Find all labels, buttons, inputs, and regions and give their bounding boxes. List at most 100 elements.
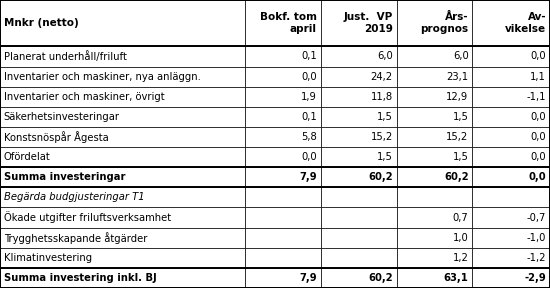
Text: Begärda budgjusteringar T1: Begärda budgjusteringar T1 [4, 192, 145, 202]
Text: -1,2: -1,2 [527, 253, 546, 263]
Bar [397, 268, 472, 288]
Text: 0,1: 0,1 [301, 112, 317, 122]
Text: 0,0: 0,0 [301, 152, 317, 162]
Text: 1,2: 1,2 [453, 253, 469, 263]
Bar [397, 67, 472, 87]
Bar [397, 187, 472, 207]
Bar [397, 107, 472, 127]
Text: Summa investeringar: Summa investeringar [4, 172, 125, 182]
Text: Års-
prognos: Års- prognos [420, 12, 469, 34]
Bar [321, 107, 397, 127]
Text: -1,1: -1,1 [527, 92, 546, 102]
Text: 0,0: 0,0 [531, 52, 546, 62]
Text: 1,5: 1,5 [453, 112, 469, 122]
Bar [245, 0, 321, 46]
Bar [472, 107, 550, 127]
Text: 15,2: 15,2 [371, 132, 393, 142]
Text: -1,0: -1,0 [527, 233, 546, 243]
Text: 1,5: 1,5 [377, 112, 393, 122]
Bar [245, 127, 321, 147]
Bar [245, 107, 321, 127]
Bar [397, 127, 472, 147]
Bar [397, 228, 472, 248]
Bar [321, 167, 397, 187]
Bar [0, 167, 245, 187]
Text: 0,7: 0,7 [453, 213, 469, 223]
Text: 60,2: 60,2 [368, 273, 393, 283]
Bar [321, 207, 397, 228]
Bar [245, 228, 321, 248]
Text: 24,2: 24,2 [371, 72, 393, 82]
Text: Planerat underhåll/friluft: Planerat underhåll/friluft [4, 51, 126, 62]
Bar [321, 187, 397, 207]
Bar [321, 46, 397, 67]
Bar [472, 127, 550, 147]
Text: Av-
vikelse: Av- vikelse [505, 12, 546, 34]
Bar [321, 248, 397, 268]
Bar [245, 147, 321, 167]
Text: Summa investering inkl. BJ: Summa investering inkl. BJ [4, 273, 157, 283]
Bar [245, 67, 321, 87]
Bar [472, 268, 550, 288]
Text: 60,2: 60,2 [444, 172, 469, 182]
Bar [472, 167, 550, 187]
Text: Inventarier och maskiner, nya anläggn.: Inventarier och maskiner, nya anläggn. [4, 72, 201, 82]
Bar [472, 187, 550, 207]
Bar [397, 46, 472, 67]
Text: 0,0: 0,0 [531, 132, 546, 142]
Text: 6,0: 6,0 [377, 52, 393, 62]
Bar [472, 67, 550, 87]
Bar [397, 0, 472, 46]
Bar [472, 248, 550, 268]
Text: 0,0: 0,0 [529, 172, 546, 182]
Bar [397, 207, 472, 228]
Bar [321, 228, 397, 248]
Bar [0, 147, 245, 167]
Text: Ökade utgifter friluftsverksamhet: Ökade utgifter friluftsverksamhet [4, 212, 171, 223]
Text: 0,1: 0,1 [301, 52, 317, 62]
Text: 60,2: 60,2 [368, 172, 393, 182]
Bar [0, 46, 245, 67]
Text: Klimatinvestering: Klimatinvestering [4, 253, 92, 263]
Bar [321, 87, 397, 107]
Bar [245, 248, 321, 268]
Text: 0,0: 0,0 [301, 72, 317, 82]
Text: -0,7: -0,7 [527, 213, 546, 223]
Text: Konstsnöspår Ågesta: Konstsnöspår Ågesta [4, 131, 108, 143]
Text: 63,1: 63,1 [444, 273, 469, 283]
Text: Inventarier och maskiner, övrigt: Inventarier och maskiner, övrigt [4, 92, 164, 102]
Bar [321, 67, 397, 87]
Bar [245, 207, 321, 228]
Bar [472, 228, 550, 248]
Text: 1,5: 1,5 [377, 152, 393, 162]
Bar [472, 0, 550, 46]
Bar [0, 207, 245, 228]
Bar [397, 87, 472, 107]
Bar [472, 207, 550, 228]
Bar [397, 167, 472, 187]
Text: 0,0: 0,0 [531, 152, 546, 162]
Bar [245, 167, 321, 187]
Text: 7,9: 7,9 [299, 172, 317, 182]
Text: 5,8: 5,8 [301, 132, 317, 142]
Bar [321, 0, 397, 46]
Bar [0, 228, 245, 248]
Text: Bokf. tom
april: Bokf. tom april [260, 12, 317, 34]
Bar [0, 87, 245, 107]
Bar [321, 268, 397, 288]
Bar [321, 127, 397, 147]
Text: 7,9: 7,9 [299, 273, 317, 283]
Text: 6,0: 6,0 [453, 52, 469, 62]
Bar [321, 147, 397, 167]
Bar [245, 87, 321, 107]
Text: Mnkr (netto): Mnkr (netto) [4, 18, 79, 28]
Text: 0,0: 0,0 [531, 112, 546, 122]
Text: 1,0: 1,0 [453, 233, 469, 243]
Bar [0, 0, 245, 46]
Text: Trygghetsskapande åtgärder: Trygghetsskapande åtgärder [4, 232, 147, 244]
Bar [0, 107, 245, 127]
Text: Säkerhetsinvesteringar: Säkerhetsinvesteringar [4, 112, 120, 122]
Bar [245, 46, 321, 67]
Bar [245, 187, 321, 207]
Text: 1,1: 1,1 [530, 72, 546, 82]
